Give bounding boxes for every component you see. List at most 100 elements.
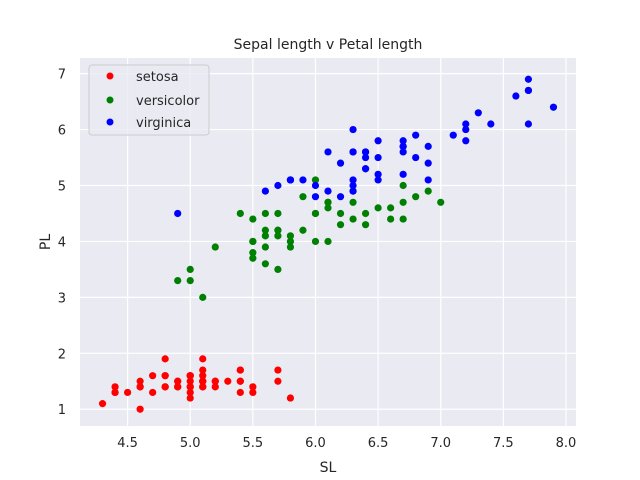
point-setosa xyxy=(111,388,119,397)
point-virginica xyxy=(374,137,382,145)
point-setosa xyxy=(161,383,169,391)
point-versicolor xyxy=(174,276,182,285)
point-virginica xyxy=(349,176,357,184)
point-virginica xyxy=(524,86,533,95)
legend-marker-setosa xyxy=(106,72,114,80)
point-setosa xyxy=(186,377,194,385)
point-setosa xyxy=(149,372,157,380)
point-setosa xyxy=(111,383,119,391)
point-virginica xyxy=(274,181,282,190)
point-setosa xyxy=(149,388,157,397)
point-setosa xyxy=(274,377,282,385)
point-versicolor xyxy=(261,260,269,268)
chart-title: Sepal length v Petal length xyxy=(234,37,423,53)
y-tick-label: 2 xyxy=(58,347,66,362)
point-setosa xyxy=(211,383,219,391)
point-versicolor xyxy=(324,204,332,212)
point-setosa xyxy=(186,383,194,391)
point-versicolor xyxy=(387,204,395,212)
point-versicolor xyxy=(186,265,194,274)
point-versicolor xyxy=(437,198,445,206)
point-versicolor xyxy=(274,226,282,234)
point-setosa xyxy=(136,383,144,391)
point-virginica xyxy=(399,170,407,178)
point-setosa xyxy=(123,388,132,397)
point-versicolor xyxy=(412,193,420,201)
point-virginica xyxy=(336,193,345,201)
point-virginica xyxy=(549,103,558,111)
point-virginica xyxy=(524,120,533,128)
x-tick-labels: 4.5 5.0 5.5 6.0 6.5 7.0 7.5 8.0 xyxy=(117,436,576,451)
point-virginica xyxy=(349,148,357,156)
point-setosa xyxy=(199,383,207,391)
point-setosa xyxy=(136,377,144,385)
point-virginica xyxy=(374,153,382,162)
point-setosa xyxy=(161,372,169,380)
point-versicolor xyxy=(387,215,395,223)
point-setosa xyxy=(211,377,219,385)
point-setosa xyxy=(236,377,244,385)
point-virginica xyxy=(374,170,382,178)
point-virginica xyxy=(374,176,382,184)
point-virginica xyxy=(474,109,482,117)
point-setosa xyxy=(224,377,232,385)
point-setosa xyxy=(186,372,194,380)
point-virginica xyxy=(524,75,533,83)
point-setosa xyxy=(199,377,207,385)
legend-label-setosa: setosa xyxy=(136,70,179,85)
point-versicolor xyxy=(361,209,370,218)
y-tick-label: 7 xyxy=(58,68,66,83)
point-virginica xyxy=(399,137,407,145)
x-axis-label: SL xyxy=(320,460,337,476)
point-virginica xyxy=(399,148,407,156)
x-tick-label: 7.5 xyxy=(493,436,514,451)
x-tick-label: 7.0 xyxy=(430,436,451,451)
point-versicolor xyxy=(261,243,269,251)
point-virginica xyxy=(286,176,295,184)
point-versicolor xyxy=(311,209,320,218)
point-versicolor xyxy=(249,215,257,223)
point-setosa xyxy=(186,394,194,402)
point-versicolor xyxy=(324,198,332,206)
point-virginica xyxy=(424,176,432,184)
point-setosa xyxy=(174,383,182,391)
point-versicolor xyxy=(374,204,382,212)
point-versicolor xyxy=(311,237,320,246)
point-versicolor xyxy=(349,198,357,206)
legend: setosa versicolor virginica xyxy=(88,64,210,136)
point-versicolor xyxy=(299,226,307,234)
grid-lines xyxy=(80,58,576,426)
x-tick-label: 5.5 xyxy=(243,436,264,451)
point-virginica xyxy=(462,125,470,134)
point-setosa xyxy=(274,366,282,374)
point-setosa xyxy=(199,355,207,363)
point-versicolor xyxy=(299,193,307,201)
point-versicolor xyxy=(236,209,244,218)
x-tick-label: 6.0 xyxy=(305,436,326,451)
legend-label-versicolor: versicolor xyxy=(136,94,200,109)
x-tick-label: 5.0 xyxy=(180,436,201,451)
point-versicolor xyxy=(286,243,295,251)
point-versicolor xyxy=(186,276,194,285)
legend-box xyxy=(88,64,210,136)
point-versicolor xyxy=(249,249,257,257)
point-virginica xyxy=(449,131,457,139)
x-tick-label: 6.5 xyxy=(368,436,389,451)
y-tick-label: 6 xyxy=(58,124,66,139)
point-setosa xyxy=(98,400,107,408)
point-versicolor xyxy=(286,237,295,246)
legend-label-virginica: virginica xyxy=(136,116,191,131)
point-setosa xyxy=(286,394,295,402)
point-versicolor xyxy=(274,209,282,218)
point-virginica xyxy=(462,120,470,128)
point-virginica xyxy=(261,187,269,195)
point-setosa xyxy=(236,366,244,374)
y-tick-label: 4 xyxy=(58,235,66,250)
point-virginica xyxy=(349,125,357,134)
point-virginica xyxy=(311,181,320,190)
x-tick-label: 8.0 xyxy=(556,436,577,451)
point-virginica xyxy=(324,187,332,195)
point-virginica xyxy=(361,165,370,173)
point-versicolor xyxy=(274,265,282,274)
